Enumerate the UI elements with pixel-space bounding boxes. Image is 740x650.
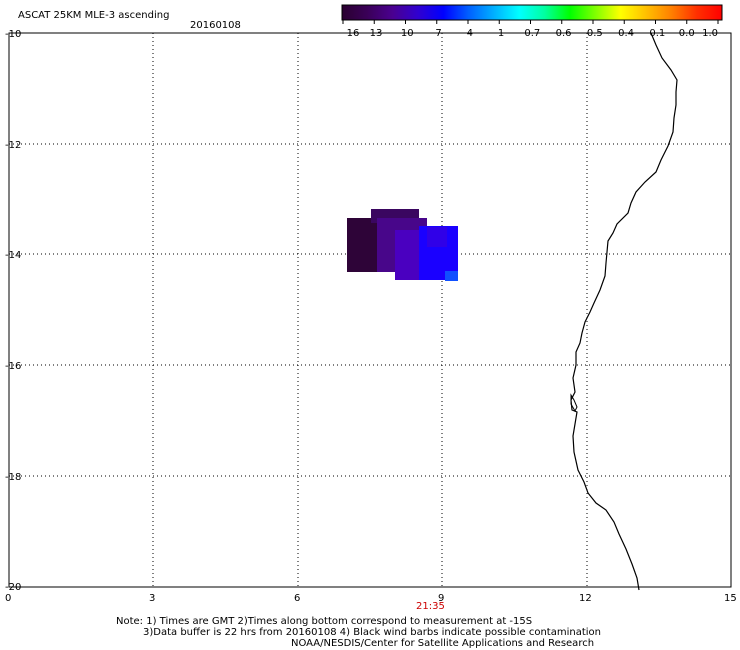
colorbar-gradient	[341, 4, 723, 21]
colorbar-labels: -16 -13 -10 -7 -4 -1 -0.7 -0.6 -0.5 -0.4 -0.1 0.0 1.…	[342, 20, 719, 39]
x-tick-label: 9	[438, 593, 444, 604]
map-date: 20160108	[190, 20, 241, 31]
note-line-3: NOAA/NESDIS/Center for Satellite Applica…	[291, 638, 595, 649]
y-tick-label: -18	[5, 472, 21, 483]
y-axis: -10 -12 -14 -16 -18 -20	[5, 29, 21, 593]
swath-cell	[427, 227, 447, 247]
map-title: ASCAT 25KM MLE-3 ascending	[18, 10, 170, 21]
colorbar	[341, 4, 723, 21]
y-tick-label: -16	[5, 361, 21, 372]
grid	[9, 33, 731, 587]
note-line-2: 3)Data buffer is 22 hrs from 20160108 4)…	[143, 627, 601, 638]
note-line-1: Note: 1) Times are GMT 2)Times along bot…	[116, 616, 533, 627]
y-tick-label: -10	[5, 29, 21, 40]
x-tick-label: 3	[149, 593, 155, 604]
coastline	[570, 32, 678, 591]
x-tick-label: 6	[294, 593, 300, 604]
y-tick-label: -12	[5, 140, 21, 151]
x-tick-label: 12	[579, 593, 592, 604]
plot-frame	[8, 32, 732, 588]
swath-cell	[445, 271, 458, 281]
y-tick-label: -14	[5, 250, 21, 261]
x-tick-label: 15	[724, 593, 737, 604]
y-tick-label: -20	[5, 582, 21, 593]
swath-cell	[347, 218, 377, 272]
x-axis: 0 3 6 9 12 15	[5, 593, 737, 604]
pass-time-label: 21:35	[416, 601, 445, 612]
x-tick-label: 0	[5, 593, 11, 604]
coastline-islet	[570, 393, 578, 413]
data-swath	[347, 209, 458, 281]
